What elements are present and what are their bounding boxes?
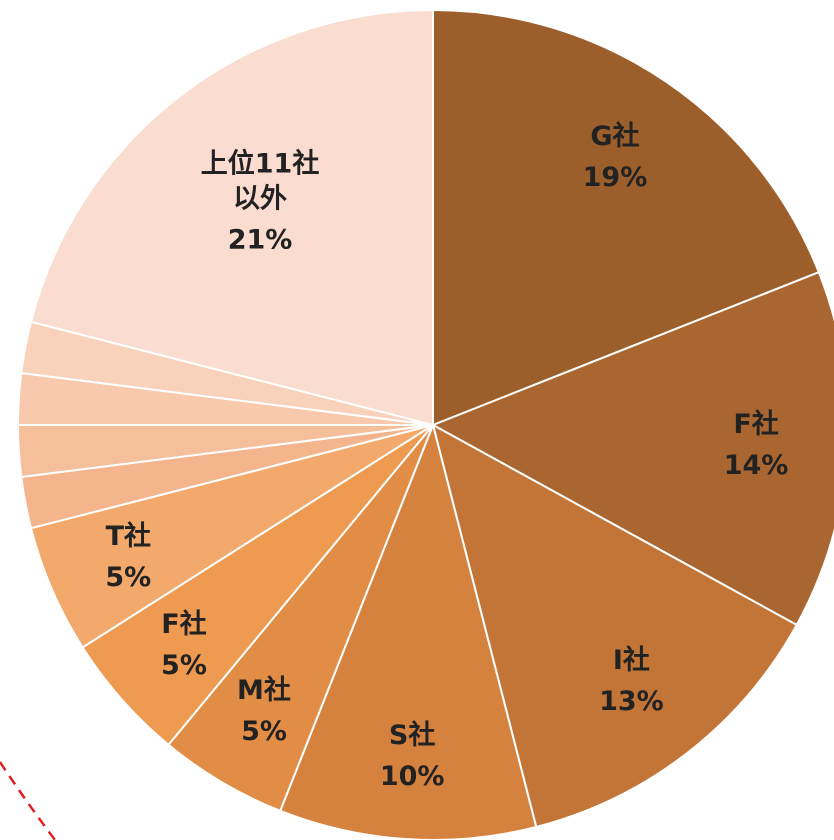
slice-label: F社 14%: [724, 407, 789, 483]
pie-slice: [432, 8, 821, 427]
pie-slice: [430, 270, 834, 627]
pie-slice: [278, 421, 538, 840]
slice-category: F社: [733, 409, 779, 441]
slice-value: 5%: [241, 715, 287, 747]
pie-slice: [29, 8, 434, 427]
slice-value: 10%: [379, 761, 445, 793]
slice-label: I社 13%: [599, 643, 664, 719]
slice-value: 21%: [227, 224, 293, 256]
slice-category: G社: [590, 121, 640, 153]
slice-value: 5%: [161, 649, 207, 681]
dashed-annotation: [0, 761, 57, 840]
pie-slice: [431, 423, 799, 829]
slice-label: 上位11社 以外 21%: [201, 146, 320, 257]
slice-label: T社 5%: [105, 519, 151, 595]
slice-value: 14%: [723, 450, 789, 482]
slice-label: M社 5%: [237, 673, 291, 749]
slice-category: T社: [105, 520, 151, 552]
slice-category: I社: [612, 644, 650, 676]
slice-category: 上位11社 以外: [200, 148, 320, 215]
slice-value: 19%: [582, 162, 648, 194]
slice-value: 5%: [105, 561, 152, 593]
slice-category: S社: [388, 720, 436, 752]
slice-label: F社 5%: [161, 606, 207, 682]
slice-category: F社: [161, 608, 207, 640]
slice-label: G社 19%: [583, 119, 648, 195]
slice-label: S社 10%: [380, 718, 445, 794]
slice-value: 13%: [599, 685, 664, 717]
slice-category: M社: [237, 674, 291, 706]
